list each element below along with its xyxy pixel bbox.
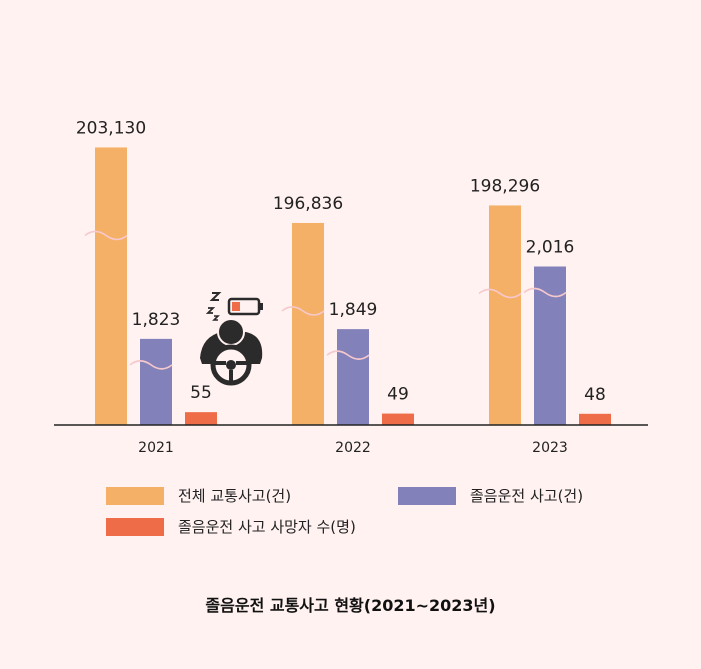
data-label-1-2021: 1,823 [132, 310, 181, 330]
data-label-1-2022: 1,849 [329, 300, 378, 320]
axis-break-mark-0-2023 [478, 288, 522, 299]
drowsy-driver-icon [200, 292, 263, 386]
data-label-2-2021: 55 [190, 383, 212, 403]
data-label-0-2023: 198,296 [470, 176, 540, 196]
data-label-0-2022: 196,836 [273, 194, 343, 214]
battery-tip-icon [260, 303, 263, 310]
data-label-0-2021: 203,130 [76, 118, 146, 138]
axis-break-mark-0-2021 [84, 230, 128, 241]
sleep-z-small-icon [205, 307, 216, 314]
bar-1-2021 [140, 338, 172, 425]
battery-level-icon [232, 302, 240, 311]
bar-0-2022 [292, 222, 324, 425]
bar-1-2022 [337, 329, 369, 425]
bar-0-2023 [489, 205, 521, 425]
bar-2-2021 [185, 412, 217, 425]
axis-break-mark-0-2022 [281, 306, 325, 316]
driver-head-icon [217, 318, 245, 346]
sleep-z-icon [209, 292, 222, 301]
sleep-z-tiny-icon [212, 315, 220, 321]
battery-icon [227, 297, 261, 316]
x-tick-label-2021: 2021 [138, 440, 174, 456]
steering-hub-icon [226, 360, 236, 370]
steering-spokes-icon [214, 361, 248, 382]
data-label-1-2023: 2,016 [526, 238, 575, 258]
bar-2-2022 [382, 413, 414, 425]
data-label-2-2023: 48 [584, 385, 606, 405]
axis-break-mark-1-2023 [523, 287, 567, 298]
x-tick-label-2022: 2022 [335, 440, 371, 456]
axis-break-mark-1-2022 [326, 350, 370, 360]
bar-0-2021 [95, 147, 127, 425]
chart-title: 졸음운전 교통사고 현황(2021~2023년) [205, 596, 496, 615]
axis-break-mark-1-2021 [129, 360, 173, 370]
data-label-2-2022: 49 [387, 385, 409, 405]
x-tick-label-2023: 2023 [532, 440, 568, 456]
bar-1-2023 [534, 266, 566, 425]
bar-2-2023 [579, 413, 611, 425]
